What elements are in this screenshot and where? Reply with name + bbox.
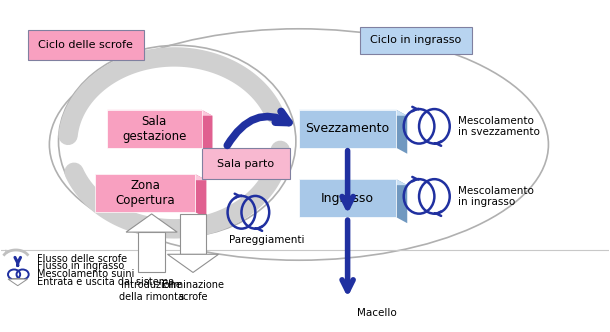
Text: Macello: Macello — [357, 307, 396, 317]
Text: Flusso in ingrasso: Flusso in ingrasso — [37, 261, 124, 271]
FancyBboxPatch shape — [299, 110, 396, 148]
Polygon shape — [299, 110, 407, 116]
Polygon shape — [396, 179, 407, 223]
Text: Sala parto: Sala parto — [217, 158, 274, 169]
Text: Mescolamento suini: Mescolamento suini — [37, 270, 135, 280]
Polygon shape — [299, 179, 407, 185]
Polygon shape — [201, 110, 212, 154]
Polygon shape — [396, 110, 407, 154]
Text: Eliminazione
scrofe: Eliminazione scrofe — [162, 280, 224, 302]
Text: Ciclo delle scrofe: Ciclo delle scrofe — [38, 40, 134, 50]
Polygon shape — [8, 279, 27, 286]
Text: Svezzamento: Svezzamento — [306, 122, 390, 135]
Text: Flusso delle scrofe: Flusso delle scrofe — [37, 254, 127, 264]
Polygon shape — [126, 214, 177, 232]
Polygon shape — [138, 232, 165, 273]
Polygon shape — [195, 174, 206, 218]
FancyBboxPatch shape — [360, 27, 472, 53]
Text: Pareggiamenti: Pareggiamenti — [229, 235, 304, 245]
Text: Entrata e uscita dal sistema: Entrata e uscita dal sistema — [37, 277, 174, 287]
FancyBboxPatch shape — [201, 148, 290, 179]
FancyBboxPatch shape — [299, 179, 396, 217]
FancyBboxPatch shape — [95, 174, 195, 212]
Text: Ingrasso: Ingrasso — [321, 192, 374, 205]
Text: Introduzione
della rimonta: Introduzione della rimonta — [119, 280, 184, 302]
Text: Sala
gestazione: Sala gestazione — [122, 115, 187, 143]
Polygon shape — [168, 254, 218, 273]
FancyBboxPatch shape — [28, 31, 144, 60]
Polygon shape — [95, 174, 206, 180]
Polygon shape — [107, 110, 212, 116]
Text: Zona
Copertura: Zona Copertura — [115, 179, 175, 207]
FancyBboxPatch shape — [107, 110, 201, 148]
Text: Ciclo in ingrasso: Ciclo in ingrasso — [370, 36, 462, 45]
Polygon shape — [179, 214, 206, 254]
Text: Mescolamento
in ingrasso: Mescolamento in ingrasso — [458, 186, 534, 207]
Text: Mescolamento
in svezzamento: Mescolamento in svezzamento — [458, 116, 540, 137]
